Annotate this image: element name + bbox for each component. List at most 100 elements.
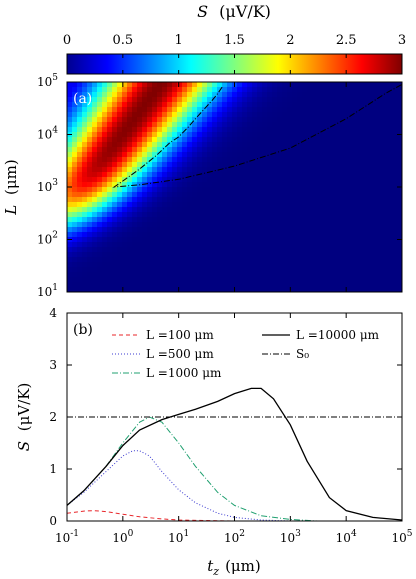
heatmap-cell <box>287 207 293 213</box>
heatmap-cell <box>72 222 78 228</box>
heatmap-cell <box>92 197 98 203</box>
heatmap-cell <box>187 187 193 193</box>
heatmap-cell <box>287 167 293 173</box>
heatmap-cell <box>257 137 263 143</box>
heatmap-cell <box>132 162 138 168</box>
heatmap-cell <box>227 107 233 113</box>
heatmap-cell <box>252 272 258 278</box>
heatmap-cell <box>107 277 113 283</box>
heatmap-cell <box>312 227 318 233</box>
heatmap-cell <box>132 232 138 238</box>
heatmap-cell <box>272 87 278 93</box>
heatmap-cell <box>267 222 273 228</box>
heatmap-cell <box>277 162 283 168</box>
heatmap-cell <box>392 162 398 168</box>
heatmap-cell <box>382 162 388 168</box>
heatmap-cell <box>237 227 243 233</box>
heatmap-cell <box>317 182 323 188</box>
heatmap-cell <box>277 237 283 243</box>
heatmap-cell <box>187 137 193 143</box>
heatmap-cell <box>252 127 258 133</box>
heatmap-cell <box>152 202 158 208</box>
heatmap-cell <box>347 102 353 108</box>
heatmap-cell <box>362 197 368 203</box>
heatmap-cell <box>212 112 218 118</box>
heatmap-cell <box>192 212 198 218</box>
heatmap-cell <box>187 237 193 243</box>
heatmap-cell <box>357 282 363 288</box>
heatmap-cell <box>102 122 108 128</box>
heatmap-cell <box>227 122 233 128</box>
heatmap-cell <box>382 197 388 203</box>
heatmap-cell <box>227 277 233 283</box>
heatmap-cell <box>252 262 258 268</box>
heatmap-cell <box>87 287 93 292</box>
heatmap-cell <box>307 287 313 292</box>
heatmap-cell <box>397 102 402 108</box>
heatmap-cell <box>212 87 218 93</box>
heatmap-cell <box>177 112 183 118</box>
heatmap-cell <box>172 192 178 198</box>
heatmap-cell <box>92 127 98 133</box>
heatmap-cell <box>297 207 303 213</box>
heatmap-cell <box>282 272 288 278</box>
heatmap-cell <box>347 157 353 163</box>
heatmap-cell <box>152 132 158 138</box>
heatmap-cell <box>327 182 333 188</box>
heatmap-cell <box>97 277 103 283</box>
heatmap-cell <box>157 187 163 193</box>
heatmap-cell <box>377 247 383 253</box>
heatmap-cell <box>212 97 218 103</box>
heatmap-cell <box>272 182 278 188</box>
heatmap-cell <box>147 227 153 233</box>
heatmap-cell <box>327 137 333 143</box>
heatmap-cell <box>232 187 238 193</box>
heatmap-cell <box>177 217 183 223</box>
heatmap-cell <box>247 112 253 118</box>
heatmap-cell <box>377 102 383 108</box>
heatmap-cell <box>82 122 88 128</box>
heatmap-cell <box>287 187 293 193</box>
heatmap-cell <box>122 137 128 143</box>
heatmap-cell <box>157 192 163 198</box>
heatmap-cell <box>202 217 208 223</box>
heatmap-cell <box>222 267 228 273</box>
heatmap-cell <box>237 267 243 273</box>
series-line-3 <box>67 387 402 521</box>
heatmap-cell <box>362 107 368 113</box>
heatmap-cell <box>387 202 393 208</box>
heatmap-cell <box>257 127 263 133</box>
heatmap-cell <box>87 202 93 208</box>
heatmap-cell <box>127 262 133 268</box>
heatmap-cell <box>87 242 93 248</box>
heatmap-cell <box>257 227 263 233</box>
heatmap-cell <box>152 272 158 278</box>
heatmap-cell <box>222 172 228 178</box>
heatmap-cell <box>127 267 133 273</box>
heatmap-cell <box>297 92 303 98</box>
heatmap-cell <box>157 87 163 93</box>
heatmap-cell <box>112 102 118 108</box>
heatmap-cell <box>167 112 173 118</box>
heatmap-cell <box>182 127 188 133</box>
heatmap-cell <box>367 197 373 203</box>
heatmap-cell <box>122 132 128 138</box>
heatmap-cell <box>252 182 258 188</box>
heatmap-cell <box>382 182 388 188</box>
heatmap-cell <box>372 232 378 238</box>
heatmap-cell <box>302 152 308 158</box>
heatmap-cell <box>257 112 263 118</box>
heatmap-cell <box>382 237 388 243</box>
heatmap-cell <box>192 132 198 138</box>
heatmap-cell <box>397 187 402 193</box>
heatmap-cell <box>147 117 153 123</box>
heatmap-cell <box>362 217 368 223</box>
heatmap-cell <box>217 187 223 193</box>
heatmap-cell <box>337 132 343 138</box>
heatmap-cell <box>347 162 353 168</box>
heatmap-cell <box>72 257 78 263</box>
heatmap-cell <box>72 167 78 173</box>
heatmap-cell <box>322 207 328 213</box>
heatmap-cell <box>232 117 238 123</box>
heatmap-cell <box>227 182 233 188</box>
